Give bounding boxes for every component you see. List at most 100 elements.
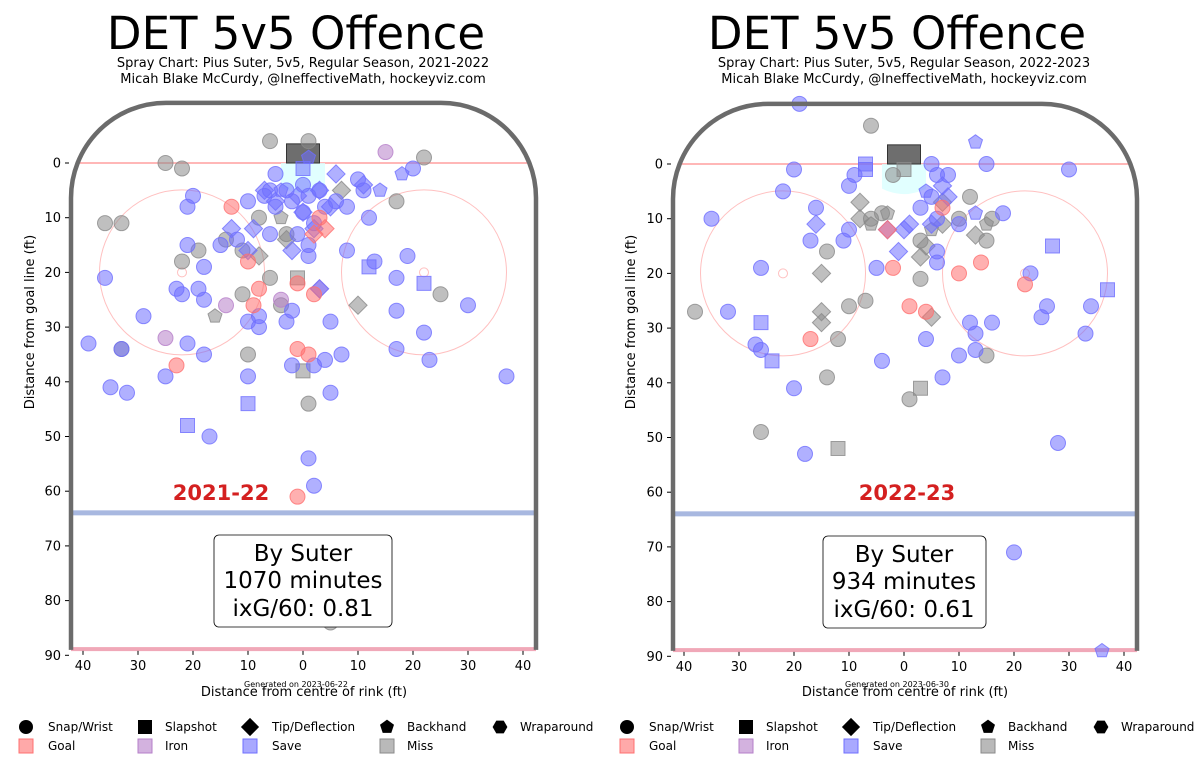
shot-square-save <box>1045 238 1060 254</box>
season-label: 2022-23 <box>859 481 955 505</box>
shot-circle-goal <box>306 286 322 303</box>
y-tick-label: 80 <box>646 595 663 610</box>
shot-circle-save <box>416 324 432 341</box>
shot-circle-save <box>1077 325 1094 342</box>
shot-circle-miss <box>300 133 317 150</box>
square-icon <box>138 720 152 734</box>
shot-square-save <box>361 259 377 275</box>
shot-circle-save <box>306 477 322 494</box>
shot-circle-save <box>1006 544 1022 561</box>
shot-circle-save <box>300 450 317 467</box>
legend-shape-label: Backhand <box>1008 720 1067 734</box>
shot-circle-save <box>775 183 791 200</box>
shot-square-save <box>180 418 195 434</box>
shot-circle-goal <box>223 198 240 215</box>
x-tick-label: 10 <box>841 660 858 675</box>
y-axis-label: Distance from goal line (ft) <box>624 235 639 409</box>
shot-circle-miss <box>113 215 130 232</box>
y-tick-label: 90 <box>646 650 663 665</box>
x-tick-label: 20 <box>1006 660 1023 675</box>
legend-shape-label: Wraparound <box>1121 720 1194 734</box>
shot-circle-miss <box>174 160 190 177</box>
shot-pentagon-save <box>967 134 984 149</box>
hexagon-icon <box>1093 720 1109 734</box>
x-tick-label: 20 <box>185 659 202 674</box>
x-tick-label: 30 <box>130 659 147 674</box>
shot-circle-save <box>1033 309 1050 326</box>
shot-circle-save <box>174 286 190 303</box>
legend-outcome-label: Iron <box>165 739 188 753</box>
shot-pentagon-save <box>300 149 317 164</box>
chart-panel-2021-22: DET 5v5 Offence Spray Chart: Pius Suter,… <box>23 7 539 700</box>
rink-boards <box>68 100 539 650</box>
shot-circle-save <box>157 368 174 385</box>
shot-circle-miss <box>300 395 317 412</box>
shot-circle-miss <box>962 188 978 205</box>
diamond-icon <box>841 717 861 737</box>
shot-circle-save <box>317 351 333 368</box>
summary-box: By Suter 1070 minutes ixG/60: 0.81 <box>213 534 393 628</box>
rink-boards-line <box>68 100 539 650</box>
shot-circle-save <box>868 259 885 276</box>
shot-circle-goal <box>289 275 306 292</box>
shot-square-miss <box>913 380 928 396</box>
summary-minutes: 1070 minutes <box>224 568 383 594</box>
shot-diamond-save <box>287 186 308 206</box>
shot-circle-goal <box>1017 276 1033 293</box>
shot-diamond-miss <box>916 236 936 256</box>
shot-circle-save <box>388 269 405 286</box>
shot-pentagon-miss <box>879 205 896 220</box>
shot-diamond-save <box>293 202 313 223</box>
shot-circle-save <box>388 302 405 319</box>
shot-circle-save <box>201 428 218 445</box>
summary-player: By Suter <box>254 541 353 567</box>
shot-circle-save <box>918 331 934 348</box>
legend-outcome-label: Save <box>873 739 902 753</box>
summary-ixg: ixG/60: 0.81 <box>232 596 373 622</box>
shot-circle-miss <box>416 149 432 166</box>
diamond-icon <box>240 717 260 737</box>
y-tick-label: 30 <box>44 321 61 336</box>
shot-circle-miss <box>819 243 835 260</box>
circle-icon <box>620 720 634 734</box>
x-axis-label: Distance from centre of rink (ft) <box>802 685 1008 700</box>
legend-shape-label: Slapshot <box>766 720 818 734</box>
x-tick-label: 20 <box>786 660 803 675</box>
shot-circle-save <box>322 313 339 330</box>
shot-diamond-save <box>282 240 302 261</box>
shot-square-save <box>764 353 780 369</box>
legend-outcome-label: Save <box>272 739 301 753</box>
legend-shape-label: Tip/Deflection <box>872 720 956 734</box>
shot-pentagon-save <box>1094 642 1110 658</box>
shot-diamond-miss <box>965 225 986 245</box>
shot-pentagon-save <box>273 182 289 197</box>
shot-circle-save <box>212 237 229 254</box>
shot-circle-save <box>196 291 212 308</box>
legend-shape-label: Backhand <box>407 720 466 734</box>
shot-circle-save <box>934 369 951 386</box>
legend-swatch-goal <box>619 738 635 754</box>
legend-outcome-label: Goal <box>48 739 75 753</box>
y-tick-label: 30 <box>646 322 663 337</box>
goal-net <box>887 144 921 165</box>
y-tick-label: 50 <box>646 431 663 446</box>
shot-circle-save <box>703 210 720 227</box>
faceoff-circle <box>942 190 1108 357</box>
shot-circle-goal <box>934 199 951 216</box>
shot-circle-miss <box>857 292 874 309</box>
legend-shape-label: Tip/Deflection <box>271 720 355 734</box>
y-tick-label: 90 <box>44 649 61 664</box>
legend-shape-label: Wraparound <box>520 720 593 734</box>
shot-diamond-save <box>326 164 346 184</box>
shot-circle-iron <box>157 330 174 347</box>
shot-circle-save <box>874 352 890 369</box>
shot-circle-goal <box>951 265 967 282</box>
chart-title: DET 5v5 Offence <box>107 7 485 60</box>
shot-circle-miss <box>262 133 278 150</box>
shot-square-miss <box>830 440 846 456</box>
centre-line <box>673 648 1137 653</box>
shot-circle-save <box>720 303 736 320</box>
x-tick-label: 40 <box>75 659 92 674</box>
shot-circle-save <box>196 346 212 363</box>
shot-circle-goal <box>901 298 918 315</box>
